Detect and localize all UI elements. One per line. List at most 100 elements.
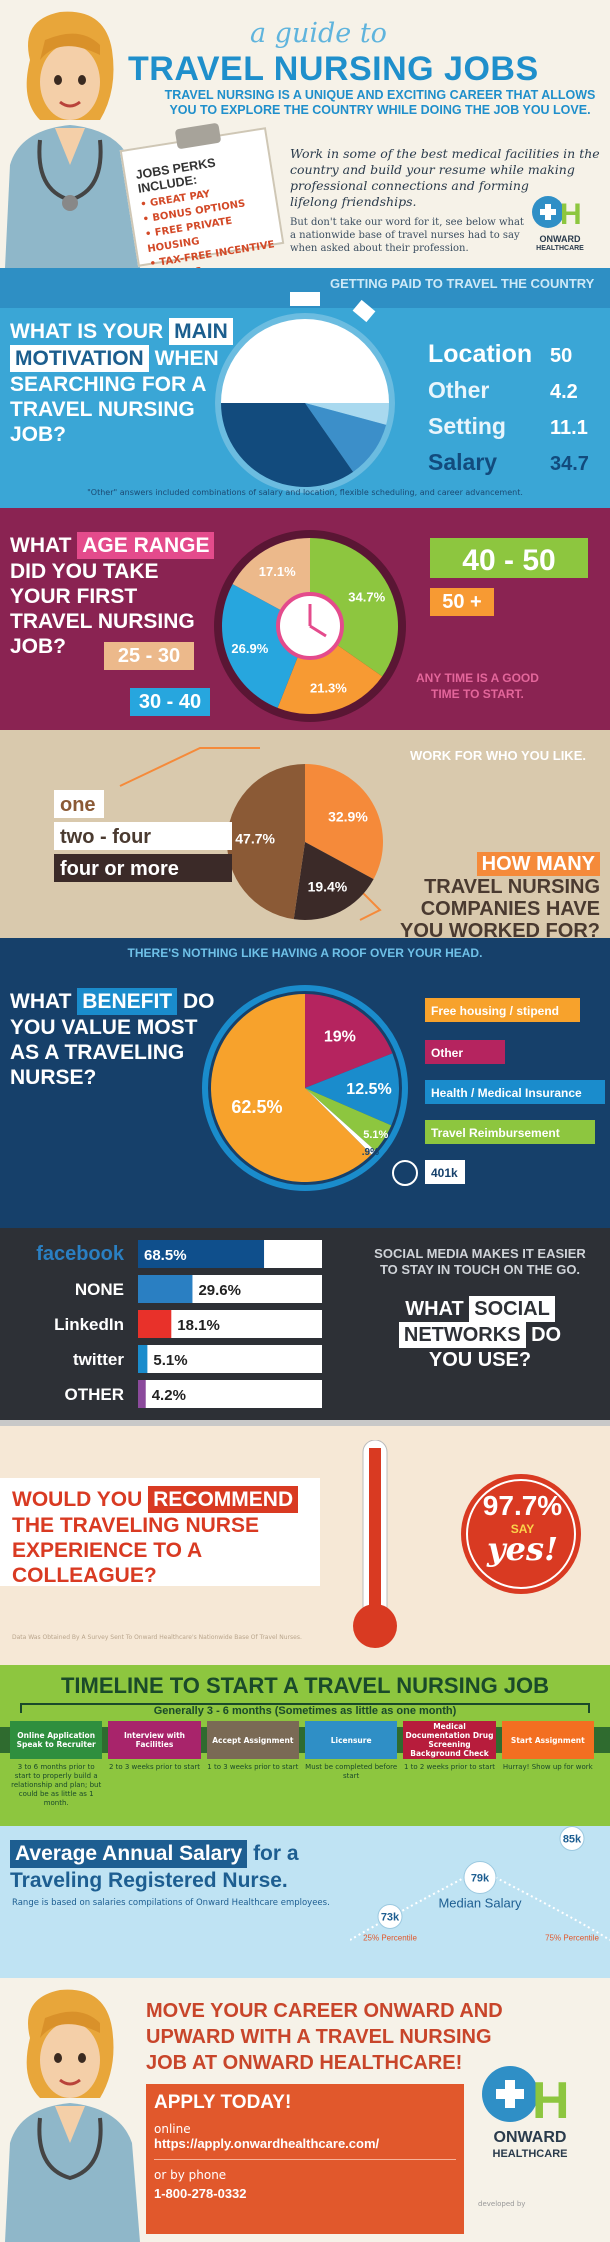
social-label-twitter: twitter	[73, 1350, 124, 1369]
subtitle: TRAVEL NURSING IS A UNIQUE AND EXCITING …	[164, 88, 596, 117]
legend-label-40-50: 40 - 50	[462, 544, 555, 577]
social-question: WHAT SOCIAL NETWORKS DO YOU USE?	[360, 1296, 600, 1372]
thermometer-icon	[353, 1440, 397, 1648]
salary-point	[377, 1904, 403, 1929]
stopwatch-top-icon	[290, 292, 320, 306]
footer-section: MOVE YOUR CAREER ONWARD AND UPWARD WITH A…	[0, 1978, 610, 2242]
pie-value-label: 62.5%	[231, 1097, 282, 1117]
legend-value: 4.2	[550, 381, 578, 403]
social-section: facebook 68.5% NONE 29.6% LinkedIn 18.1% twitt…	[0, 1228, 610, 1420]
timeline-title: TIMELINE TO START A TRAVEL NURSING JOB	[60, 1673, 550, 1698]
legend-value: 11.1	[550, 417, 588, 439]
nurse-illustration	[5, 11, 140, 268]
salary-section: Average Annual Salary for a Traveling Re…	[0, 1826, 610, 1978]
legend-label-travel-reimbursement: Travel Reimbursement	[431, 1126, 560, 1140]
salary-tick-25: 25% Percentile	[363, 1934, 417, 1943]
pie-slice-two-four	[305, 764, 383, 880]
age-note: ANY TIME IS A GOOD TIME TO START.	[416, 671, 539, 701]
benefit-chart: 19% 12.5% 5.1% .9% 62.5% Other Health / Medica…	[202, 985, 605, 1191]
apply-heading: APPLY TODAY!	[154, 2092, 292, 2113]
header-section: a guide to TRAVEL NURSING JOBS TRAVEL NU…	[0, 0, 610, 268]
pie-slice-location	[221, 319, 389, 403]
stopwatch-button-icon	[352, 299, 376, 323]
pie-value-label: .9%	[362, 1147, 379, 1158]
social-value: 29.6%	[198, 1282, 241, 1299]
legend-label-50: 50 +	[442, 591, 481, 613]
timeline-step-time: Must be completed before start	[305, 1763, 398, 1780]
pie-value-label: 21.3%	[310, 680, 347, 695]
salary-point	[463, 1861, 497, 1894]
salary-chart: 73k 79k 85k Median Salary 25% Percentile 75% …	[350, 1826, 610, 1943]
apply-phone-link[interactable]: 1-800-278-0332	[154, 2186, 247, 2201]
legend-label-location: Location	[428, 340, 532, 368]
legend-label-free-housing-stipend: Free housing / stipend	[431, 1004, 559, 1018]
benefit-tagline: THERE'S NOTHING LIKE HAVING A ROOF OVER …	[127, 946, 483, 960]
page-title: TRAVEL NURSING JOBS	[128, 50, 539, 88]
benefit-question: WHAT BENEFIT DO YOU VALUE MOST AS A TRAV…	[10, 988, 215, 1089]
salary-point	[559, 1826, 585, 1851]
companies-chart: 32.9% 19.4% 47.7% two - four four or more one	[54, 747, 383, 921]
svg-text:H: H	[532, 2072, 570, 2126]
legend-label-four-or-more: four or more	[60, 858, 179, 880]
timeline-step-time: 3 to 6 months prior to start to properly…	[11, 1763, 102, 1807]
salary-note: Range is based on salaries compilations …	[12, 1898, 330, 1908]
pie-value-label: 19%	[324, 1029, 356, 1046]
legend-label-salary: Salary	[428, 449, 497, 475]
apply-box: APPLY TODAY! online https://apply.onward…	[146, 2084, 464, 2234]
footer-headline: MOVE YOUR CAREER ONWARD AND UPWARD WITH A…	[146, 2000, 503, 2074]
pie-value-label: 34.7%	[348, 589, 385, 604]
pie-slice-health-medical-insurance	[305, 1053, 399, 1126]
legend-label-setting: Setting	[428, 413, 506, 439]
timeline-step: Start Assignment Hurray! Show up for work	[501, 1721, 594, 1772]
pie-slice-other	[305, 403, 389, 425]
pie-slice-40-50	[310, 538, 398, 677]
social-chart: facebook 68.5% NONE 29.6% LinkedIn 18.1% twitt…	[36, 1240, 322, 1408]
pie-slice-four-or-more	[293, 842, 374, 920]
social-label-linkedin: LinkedIn	[54, 1315, 124, 1334]
legend-label-health-medical-insurance: Health / Medical Insurance	[431, 1086, 582, 1100]
timeline-step: Interview with Facilities 2 to 3 weeks pr…	[108, 1721, 201, 1772]
perks-clipboard: JOBS PERKS INCLUDE: • GREAT PAY • BONUS O…	[119, 127, 285, 268]
pie-slice-free-housing-stipend	[211, 994, 372, 1182]
social-value: 68.5%	[144, 1247, 187, 1264]
age-question: WHAT AGE RANGE DID YOU TAKE YOUR FIRST T…	[10, 532, 215, 659]
social-value: 4.2%	[152, 1387, 186, 1404]
legend-label-other: Other	[431, 1046, 463, 1060]
timeline-step: Licensure Must be completed before start	[305, 1721, 398, 1781]
pie-slice-travel-reimbursement	[305, 1088, 392, 1151]
pie-slice-other	[305, 994, 393, 1088]
pie-value-label: 47.7%	[235, 830, 275, 846]
pie-value-label: 12.5%	[346, 1081, 391, 1098]
age-section: WHAT AGE RANGE DID YOU TAKE YOUR FIRST T…	[0, 508, 610, 730]
motivation-section: GETTING PAID TO TRAVEL THE COUNTRY WHAT …	[0, 268, 610, 508]
motivation-footnote: "Other" answers included combinations of…	[87, 488, 523, 497]
recommend-section: WOULD YOU RECOMMEND THE TRAVELING NURSE …	[0, 1420, 610, 1665]
apply-url-link[interactable]: https://apply.onwardhealthcare.com/	[154, 2136, 380, 2151]
motivation-question: WHAT IS YOUR MAIN MOTIVATION WHEN SEARCH…	[10, 318, 233, 447]
onward-logo-icon: H	[532, 196, 582, 231]
pie-value-label: 19.4%	[308, 879, 348, 895]
timeline-step-label: Licensure	[305, 1721, 398, 1759]
nurse-illustration-footer	[5, 1989, 140, 2242]
timeline-step: Medical Documentation Drug Screening Bac…	[403, 1721, 496, 1772]
intro-text: Work in some of the best medical facilit…	[290, 146, 600, 209]
legend-label-25-30: 25 - 30	[118, 645, 180, 667]
timeline-step-time: 2 to 3 weeks prior to start	[108, 1763, 201, 1771]
survey-source: Data Was Obtained By A Survey Sent To On…	[12, 1634, 302, 1641]
pie-slice-one	[227, 764, 305, 920]
credit: developed by	[478, 2200, 526, 2208]
social-label-other: OTHER	[65, 1385, 125, 1404]
svg-text:H: H	[560, 198, 582, 231]
timeline-step-time: 1 to 2 weeks prior to start	[403, 1763, 496, 1771]
social-bar-linkedin	[138, 1310, 172, 1338]
motivation-tagline: GETTING PAID TO TRAVEL THE COUNTRY	[330, 276, 595, 291]
recommend-badge	[461, 1474, 581, 1594]
pie-value-label: 5.1%	[363, 1129, 388, 1141]
pie-slice-setting	[305, 403, 387, 472]
social-bar-twitter	[138, 1345, 148, 1373]
salary-median-label: Median Salary	[438, 1896, 522, 1911]
timeline-step-label: Online Application Speak to Recruiter	[10, 1721, 103, 1759]
legend-label-401k: 401k	[431, 1166, 458, 1180]
timeline-step-label: Interview with Facilities	[108, 1721, 201, 1759]
companies-tagline: WORK FOR WHO YOU LIKE.	[410, 748, 586, 763]
